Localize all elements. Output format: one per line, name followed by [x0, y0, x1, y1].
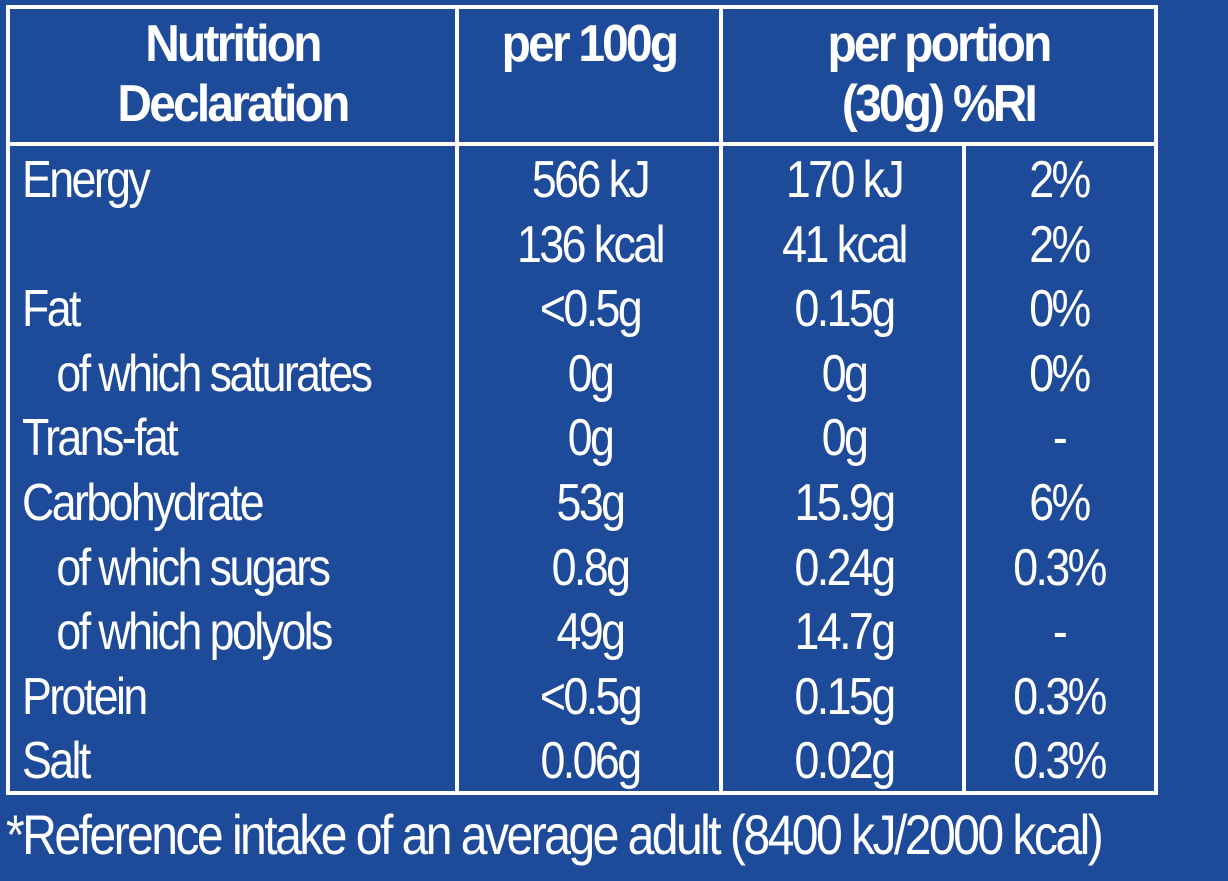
col-divider-1	[455, 5, 459, 795]
row-per-100g: 0.8g	[551, 538, 631, 597]
border-left	[6, 5, 10, 795]
row-per-100g: 0.06g	[540, 732, 642, 791]
row-label: Trans-fat	[22, 409, 179, 468]
header-col3-line1: per portion	[827, 15, 1052, 73]
border-bottom	[6, 791, 1158, 795]
row-ri: 0%	[1029, 344, 1091, 403]
row-ri: 0%	[1029, 280, 1091, 339]
row-per-portion: 0.15g	[794, 667, 896, 726]
row-ri: 6%	[1029, 474, 1091, 532]
header-col3-line2: (30g) %RI	[841, 75, 1038, 133]
row-label: Protein	[22, 667, 148, 726]
footnote: *Reference intake of an average adult (8…	[6, 803, 1104, 866]
row-ri: -	[1052, 409, 1068, 468]
row-label: of which saturates	[56, 344, 373, 403]
border-top	[6, 5, 1158, 9]
row-label: Carbohydrate	[22, 474, 265, 532]
header-per-100g: per 100g	[469, 14, 708, 74]
row-label: Fat	[22, 280, 81, 339]
header-col1-line1: Nutrition	[145, 15, 322, 73]
row-per-100g: 566 kJ	[531, 151, 651, 209]
col-divider-2	[719, 5, 723, 795]
header-col2: per 100g	[501, 15, 679, 73]
header-nutrition-declaration: Nutrition Declaration	[28, 14, 437, 134]
row-ri: 2%	[1029, 215, 1091, 274]
row-per-100g: <0.5g	[539, 280, 643, 339]
header-divider	[6, 142, 1158, 146]
row-ri: -	[1052, 603, 1068, 662]
row-label: Energy	[22, 151, 151, 209]
row-ri: 0.3%	[1013, 732, 1107, 791]
row-ri: 0.3%	[1013, 538, 1107, 597]
col-divider-3	[962, 142, 966, 795]
row-per-portion: 0.24g	[794, 538, 896, 597]
row-per-100g: 0g	[567, 409, 615, 468]
row-per-portion: 41 kcal	[782, 215, 908, 274]
row-per-portion: 14.7g	[794, 603, 896, 662]
row-ri: 0.3%	[1013, 667, 1107, 726]
row-label: Salt	[22, 732, 91, 791]
row-per-100g: 136 kcal	[517, 215, 666, 274]
row-per-portion: 0.02g	[794, 732, 896, 791]
row-per-100g: 0g	[567, 344, 615, 403]
row-per-100g: <0.5g	[539, 667, 643, 726]
row-per-100g: 49g	[556, 603, 626, 662]
header-col1-line2: Declaration	[117, 75, 350, 133]
border-right	[1154, 5, 1158, 795]
row-per-portion: 0g	[821, 344, 869, 403]
row-per-portion: 0.15g	[794, 280, 896, 339]
row-label: of which sugars	[56, 538, 331, 597]
row-label: of which polyols	[56, 603, 333, 662]
row-ri: 2%	[1029, 151, 1091, 209]
row-per-100g: 53g	[556, 474, 626, 532]
row-per-portion: 170 kJ	[785, 151, 905, 209]
row-per-portion: 0g	[821, 409, 869, 468]
header-per-portion: per portion (30g) %RI	[740, 14, 1137, 134]
row-per-portion: 15.9g	[794, 474, 896, 532]
